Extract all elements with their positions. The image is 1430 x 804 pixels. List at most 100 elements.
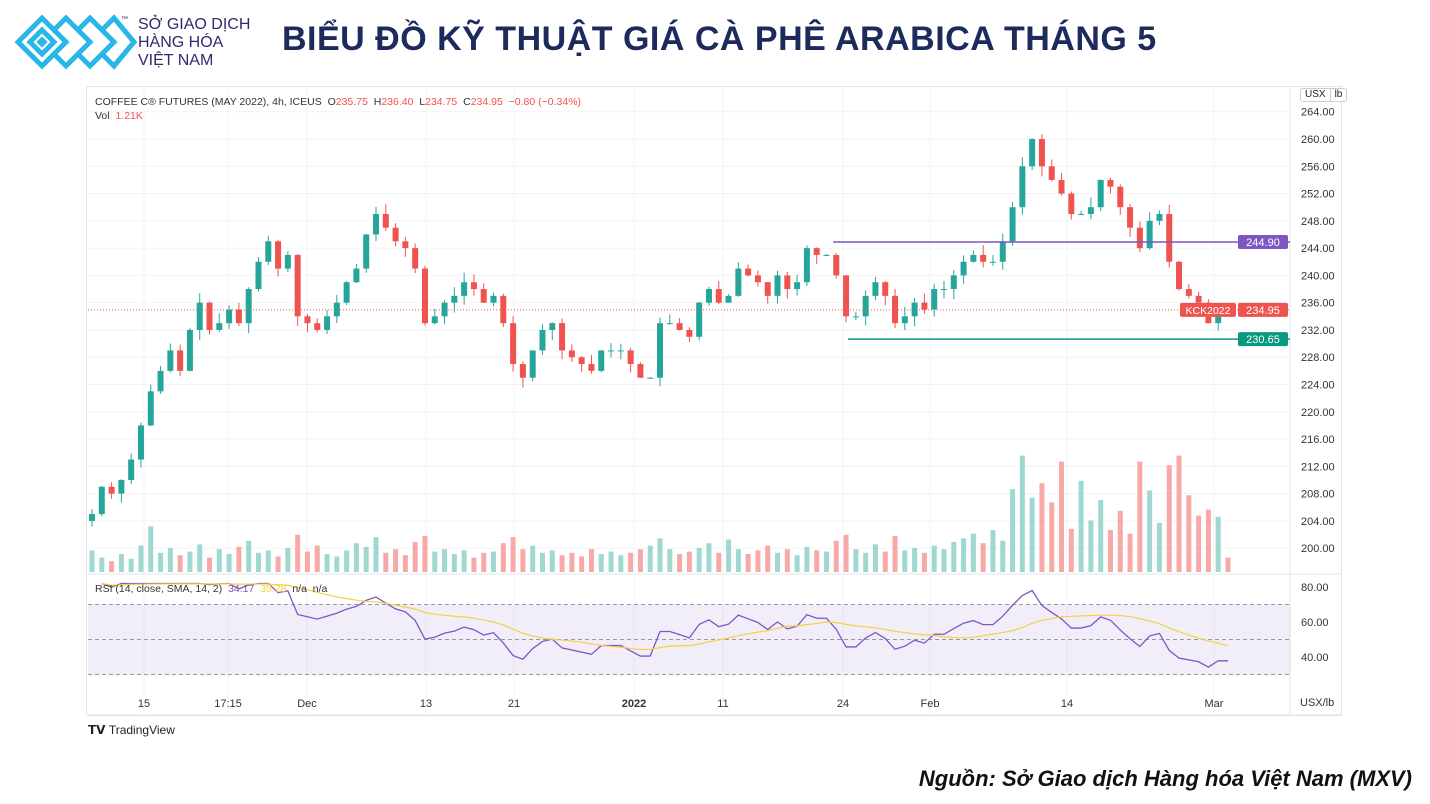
volume-bar <box>559 555 565 572</box>
candle-body <box>637 364 644 378</box>
candle-body <box>529 350 536 378</box>
candle-body <box>901 316 908 324</box>
candle-body <box>1136 227 1143 249</box>
y-tick-label: 244.00 <box>1301 243 1335 255</box>
volume-bar <box>941 549 947 572</box>
candle-body <box>510 323 517 365</box>
volume-bar <box>167 548 173 572</box>
candle-body <box>666 323 673 325</box>
volume-bar <box>882 551 888 572</box>
x-tick-label: 2022 <box>622 698 646 710</box>
y-tick-label: 216.00 <box>1301 434 1335 446</box>
source-caption: Nguồn: Sở Giao dịch Hàng hóa Việt Nam (M… <box>918 766 1412 791</box>
candle-body <box>147 391 154 426</box>
volume-bar <box>461 550 467 572</box>
volume-bar <box>912 548 918 572</box>
volume-bar <box>696 548 702 572</box>
candle-body <box>245 289 252 324</box>
candle-body <box>980 254 987 262</box>
candle-body <box>941 289 947 291</box>
candle-body <box>324 316 331 330</box>
candle-body <box>931 289 938 310</box>
candle-body <box>451 295 458 303</box>
volume-bar <box>158 552 164 572</box>
volume-bar <box>1225 557 1231 572</box>
x-tick-label: 11 <box>717 698 728 710</box>
y-tick-label: 212.00 <box>1301 461 1335 473</box>
y-tick-label: 220.00 <box>1301 407 1335 419</box>
candle-body <box>89 514 95 521</box>
volume-bar <box>1215 516 1221 572</box>
volume-bar <box>1010 489 1016 572</box>
volume-bar <box>432 551 438 572</box>
candle-body <box>275 241 282 269</box>
candle-body <box>627 350 634 365</box>
candle-body <box>549 323 556 330</box>
candle-body <box>1127 207 1134 228</box>
candle-body <box>803 248 810 283</box>
volume-bar <box>902 550 908 572</box>
candle-body <box>989 261 996 263</box>
y-tick-label: 204.00 <box>1301 516 1335 528</box>
candle-body <box>1156 214 1163 221</box>
volume-bar <box>1000 540 1006 572</box>
rsi-tick-label: 60.00 <box>1301 617 1329 629</box>
rsi-na-2: n/a <box>312 583 328 595</box>
candle-body <box>480 289 487 303</box>
volume-bar <box>1186 495 1192 572</box>
volume-bar <box>118 554 124 572</box>
volume-bar <box>295 534 301 572</box>
volume-bar <box>1117 510 1123 572</box>
rsi-label[interactable]: RSI (14, close, SMA, 14, 2) <box>95 583 223 595</box>
volume-bar <box>628 552 634 572</box>
unit-selector[interactable]: USX lb <box>1300 88 1348 102</box>
candle-body <box>588 364 595 371</box>
volume-bar <box>510 537 516 572</box>
candle-body <box>1087 207 1094 215</box>
volume-bar <box>451 554 457 572</box>
y-tick-label: 252.00 <box>1301 189 1335 201</box>
logo-line-1: SỞ GIAO DỊCH <box>138 16 251 33</box>
candle-body <box>1166 214 1173 262</box>
volume-bar <box>1068 528 1074 572</box>
unit-currency: USX <box>1305 89 1326 100</box>
volume-bar <box>686 551 692 572</box>
volume-bar <box>588 549 594 572</box>
support-price-label: 230.65 <box>1246 334 1280 346</box>
x-tick-label: 21 <box>508 698 520 710</box>
volume-bar <box>344 550 350 572</box>
volume-bar <box>980 543 986 572</box>
rsi-na-1: n/a <box>292 583 307 595</box>
volume-bar <box>481 552 487 572</box>
candle-body <box>686 329 693 337</box>
candle-body <box>774 275 781 296</box>
last-price-label: 234.95 <box>1246 305 1280 317</box>
volume-label: Vol <box>95 110 110 122</box>
rsi-tick-label: 80.00 <box>1301 582 1329 594</box>
x-tick-label: 14 <box>1061 698 1073 710</box>
candle-body <box>608 350 615 352</box>
tradingview-brand[interactable]: 𝗧𝗩 TradingView <box>88 723 175 737</box>
candle-body <box>363 234 370 269</box>
x-tick-label: 13 <box>420 698 432 710</box>
candle-body <box>373 214 379 235</box>
symbol-label[interactable]: COFFEE C® FUTURES (MAY 2022), 4h, ICEUS <box>95 96 322 108</box>
volume-bar <box>823 551 829 572</box>
candle-body <box>216 323 223 330</box>
volume-bar <box>187 551 193 572</box>
volume-bar <box>236 546 242 572</box>
volume-bar <box>491 551 497 572</box>
candle-body <box>950 275 957 290</box>
candle-body <box>862 295 869 317</box>
trademark: ™ <box>121 16 128 23</box>
candle-body <box>882 282 889 296</box>
low-label: L <box>419 96 426 108</box>
volume-bar <box>951 542 957 572</box>
high-value: 236.40 <box>381 96 414 108</box>
candle-body <box>578 357 585 365</box>
symbol-tag-label: KCK2022 <box>1186 305 1231 317</box>
y-tick-label: 236.00 <box>1301 298 1335 310</box>
candle-body <box>226 309 233 324</box>
candle-body <box>1068 193 1075 215</box>
